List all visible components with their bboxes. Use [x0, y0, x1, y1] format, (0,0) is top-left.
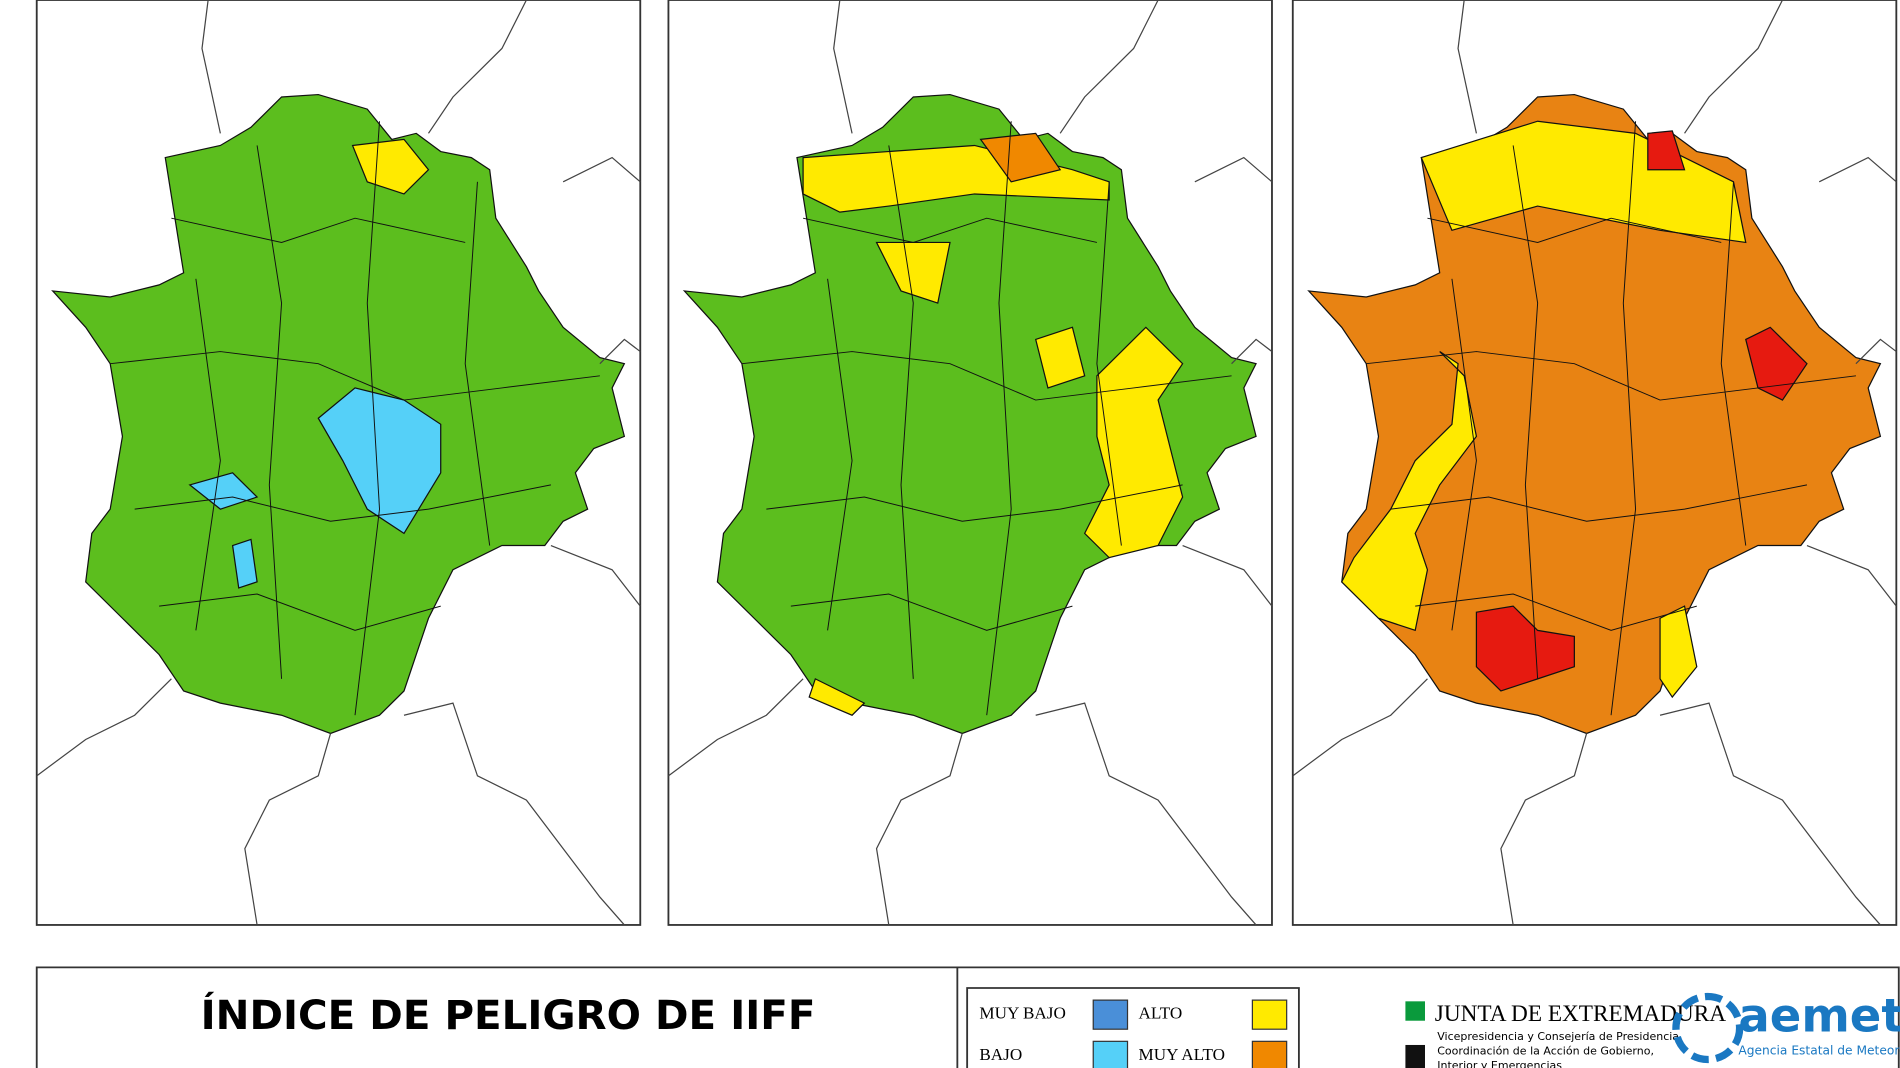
legend: MUY BAJO ALTO BAJO MUY ALTO	[979, 999, 1288, 1068]
legend-label: MUY ALTO	[1139, 1045, 1225, 1064]
map-panel	[1291, 0, 1898, 926]
junta-logo-mark	[1405, 1044, 1425, 1068]
legend-swatch	[1251, 1040, 1288, 1068]
title: ÍNDICE DE PELIGRO DE IIFF	[201, 991, 816, 1039]
map-panel	[667, 0, 1273, 926]
map-panel	[35, 0, 642, 926]
legend-label: BAJO	[979, 1045, 1022, 1064]
junta-logo-mark	[1405, 1001, 1425, 1021]
aemet-subtitle: Agencia Estatal de Meteorología	[1738, 1044, 1900, 1058]
junta-subtitle: Interior y Emergencias	[1437, 1059, 1562, 1068]
junta-subtitle: Coordinación de la Acción de Gobierno,	[1437, 1045, 1654, 1058]
aemet-name: aemet	[1738, 989, 1900, 1043]
legend-swatch	[1251, 999, 1288, 1030]
legend-swatch	[1092, 1040, 1129, 1068]
aemet-logo-mark	[1672, 992, 1744, 1064]
legend-label: ALTO	[1139, 1004, 1183, 1023]
legend-label: MUY BAJO	[979, 1004, 1065, 1023]
legend-swatch	[1092, 999, 1129, 1030]
info-box: ÍNDICE DE PELIGRO DE IIFF MUY BAJO ALTO BA…	[35, 966, 1900, 1068]
junta-subtitle: Vicepresidencia y Consejería de Presiden…	[1437, 1030, 1682, 1043]
